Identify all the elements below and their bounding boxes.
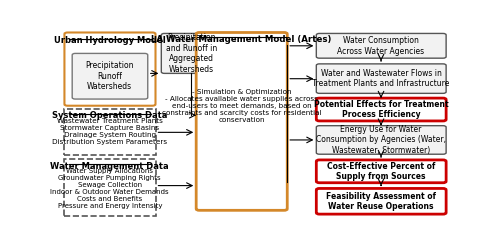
Text: Urban Hydrology Model: Urban Hydrology Model	[54, 36, 166, 45]
Text: Energy Use for Water
Consumption by Agencies (Water,
Wastewater, Stormwater): Energy Use for Water Consumption by Agen…	[316, 125, 446, 155]
Text: Cost-Effective Percent of
Supply from Sources: Cost-Effective Percent of Supply from So…	[327, 162, 435, 181]
Text: Wastewater Treatment Plants
Stormwater Capture Basins
Drainage System Routing
Di: Wastewater Treatment Plants Stormwater C…	[52, 118, 168, 145]
Text: Precipitation
Runoff
Watersheds: Precipitation Runoff Watersheds	[86, 61, 134, 91]
Text: System Operations Data: System Operations Data	[52, 111, 168, 120]
Text: Water Management Data: Water Management Data	[50, 162, 169, 171]
FancyBboxPatch shape	[162, 33, 222, 73]
Text: - Simulation & Optimization
- Allocates available water supplies across
end-user: - Simulation & Optimization - Allocates …	[162, 89, 322, 123]
Text: Water and Wastewater Flows in
Treatment Plants and Infrastructure: Water and Wastewater Flows in Treatment …	[312, 69, 450, 88]
FancyBboxPatch shape	[316, 98, 446, 121]
FancyBboxPatch shape	[64, 33, 156, 106]
Text: Precipitation
and Runoff in
Aggregated
Watersheds: Precipitation and Runoff in Aggregated W…	[166, 33, 217, 74]
FancyBboxPatch shape	[316, 64, 446, 93]
Bar	[64, 159, 156, 216]
Text: LA Water Management Model (Artes): LA Water Management Model (Artes)	[152, 35, 332, 44]
FancyBboxPatch shape	[196, 33, 287, 210]
FancyBboxPatch shape	[316, 126, 446, 154]
Text: Water Consumption
Across Water Agencies: Water Consumption Across Water Agencies	[338, 36, 424, 56]
Bar	[64, 109, 156, 155]
Text: Water Supply Allocations
Groundwater Pumping Rights
Sewage Collection
Indoor & O: Water Supply Allocations Groundwater Pum…	[50, 168, 169, 209]
FancyBboxPatch shape	[72, 53, 148, 99]
Text: Potential Effects for Treatment
Process Efficiency: Potential Effects for Treatment Process …	[314, 100, 448, 119]
FancyBboxPatch shape	[316, 188, 446, 214]
FancyBboxPatch shape	[316, 160, 446, 183]
FancyBboxPatch shape	[316, 33, 446, 58]
Text: Feasibility Assessment of
Water Reuse Operations: Feasibility Assessment of Water Reuse Op…	[326, 192, 436, 211]
